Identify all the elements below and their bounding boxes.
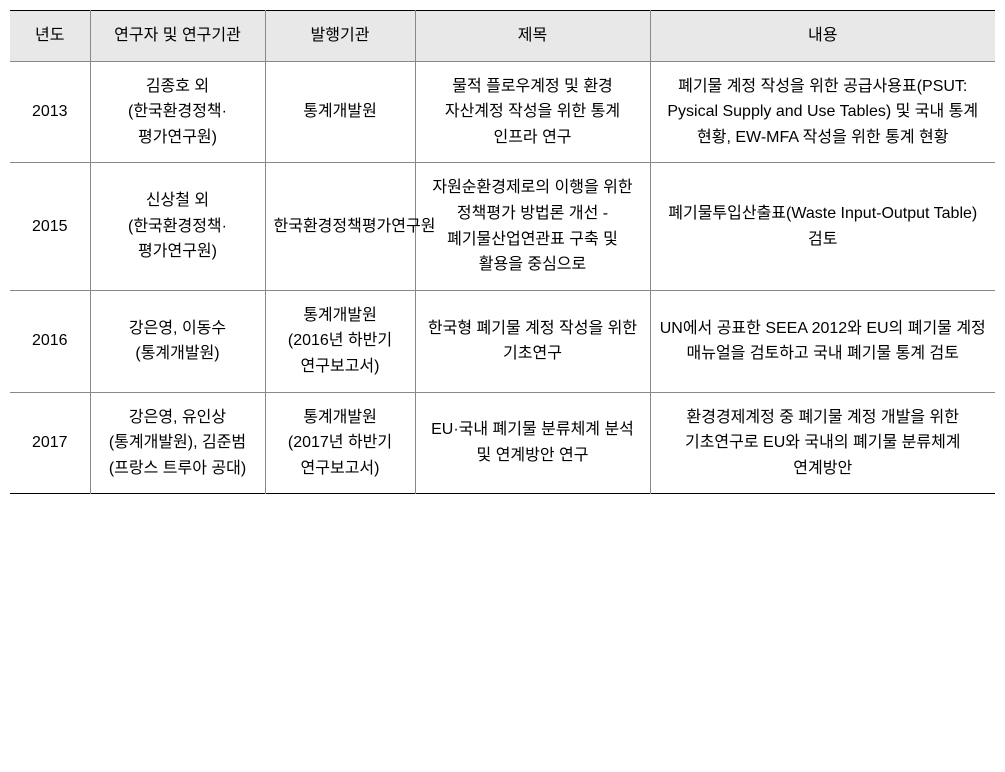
research-table: 년도 연구자 및 연구기관 발행기관 제목 내용 2013 김종호 외 (한국환… — [10, 10, 995, 494]
table-row: 2013 김종호 외 (한국환경정책·평가연구원) 통계개발원 물적 플로우계정… — [10, 61, 995, 163]
cell-title: 한국형 폐기물 계정 작성을 위한 기초연구 — [415, 290, 650, 392]
cell-title: 자원순환경제로의 이행을 위한 정책평가 방법론 개선 - 폐기물산업연관표 구… — [415, 163, 650, 290]
cell-content: 폐기물 계정 작성을 위한 공급사용표(PSUT: Pysical Supply… — [650, 61, 995, 163]
table-row: 2016 강은영, 이동수 (통계개발원) 통계개발원 (2016년 하반기 연… — [10, 290, 995, 392]
cell-year: 2015 — [10, 163, 90, 290]
cell-researcher: 김종호 외 (한국환경정책·평가연구원) — [90, 61, 265, 163]
cell-content: 환경경제계정 중 폐기물 계정 개발을 위한 기초연구로 EU와 국내의 폐기물… — [650, 392, 995, 494]
cell-title: EU·국내 폐기물 분류체계 분석 및 연계방안 연구 — [415, 392, 650, 494]
cell-publisher: 통계개발원 — [265, 61, 415, 163]
cell-researcher: 강은영, 유인상 (통계개발원), 김준범 (프랑스 트루아 공대) — [90, 392, 265, 494]
cell-publisher: 통계개발원 (2017년 하반기 연구보고서) — [265, 392, 415, 494]
table-row: 2017 강은영, 유인상 (통계개발원), 김준범 (프랑스 트루아 공대) … — [10, 392, 995, 494]
table-header-row: 년도 연구자 및 연구기관 발행기관 제목 내용 — [10, 11, 995, 62]
cell-year: 2013 — [10, 61, 90, 163]
cell-title: 물적 플로우계정 및 환경 자산계정 작성을 위한 통계 인프라 연구 — [415, 61, 650, 163]
cell-content: UN에서 공표한 SEEA 2012와 EU의 폐기물 계정 매뉴얼을 검토하고… — [650, 290, 995, 392]
cell-content: 폐기물투입산출표(Waste Input-Output Table) 검토 — [650, 163, 995, 290]
header-content: 내용 — [650, 11, 995, 62]
table-row: 2015 신상철 외 (한국환경정책·평가연구원) 한국환경정책평가연구원 자원… — [10, 163, 995, 290]
cell-year: 2016 — [10, 290, 90, 392]
cell-researcher: 강은영, 이동수 (통계개발원) — [90, 290, 265, 392]
cell-year: 2017 — [10, 392, 90, 494]
header-title: 제목 — [415, 11, 650, 62]
cell-researcher: 신상철 외 (한국환경정책·평가연구원) — [90, 163, 265, 290]
header-publisher: 발행기관 — [265, 11, 415, 62]
cell-publisher: 한국환경정책평가연구원 — [265, 163, 415, 290]
header-researcher: 연구자 및 연구기관 — [90, 11, 265, 62]
cell-publisher: 통계개발원 (2016년 하반기 연구보고서) — [265, 290, 415, 392]
header-year: 년도 — [10, 11, 90, 62]
